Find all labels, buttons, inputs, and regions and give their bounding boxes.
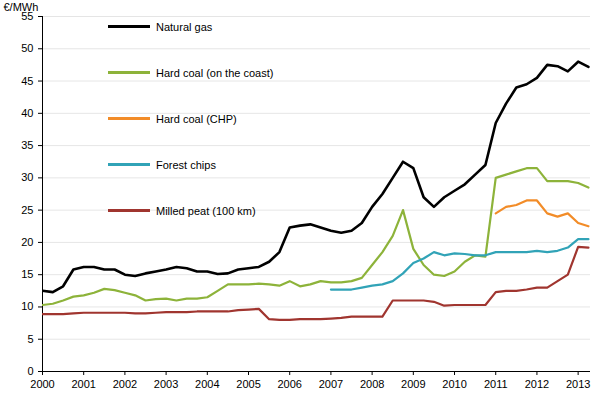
svg-text:55: 55 [21,10,34,22]
svg-text:2008: 2008 [360,378,384,390]
svg-text:2003: 2003 [154,378,178,390]
svg-text:2007: 2007 [319,378,343,390]
svg-text:20: 20 [21,236,33,248]
svg-text:10: 10 [21,300,33,312]
svg-text:5: 5 [27,333,33,345]
html-text:Milled peat (100 km): Milled peat (100 km) [156,204,256,217]
svg-text:2011: 2011 [484,378,508,390]
svg-text:2001: 2001 [71,378,95,390]
html-text:Hard coal (on the coast): Hard coal (on the coast) [156,66,274,79]
svg-text:2005: 2005 [236,378,260,390]
svg-text:45: 45 [21,75,33,87]
svg-text:2012: 2012 [525,378,549,390]
svg-text:30: 30 [21,171,33,183]
svg-text:35: 35 [21,139,33,151]
svg-text:15: 15 [21,268,33,280]
svg-text:2009: 2009 [401,378,425,390]
svg-text:2004: 2004 [195,378,219,390]
svg-text:50: 50 [21,42,33,54]
svg-text:€/MWh: €/MWh [4,1,39,13]
svg-text:2013: 2013 [566,378,590,390]
html-text:Hard coal (CHP): Hard coal (CHP) [156,112,237,125]
svg-text:0: 0 [27,365,33,377]
html-text:Forest chips: Forest chips [156,158,216,171]
svg-text:2010: 2010 [442,378,466,390]
svg-text:2006: 2006 [277,378,301,390]
html-text:Natural gas: Natural gas [156,20,213,33]
svg-text:25: 25 [21,204,33,216]
svg-text:40: 40 [21,107,33,119]
svg-text:2000: 2000 [30,378,54,390]
svg-text:2002: 2002 [113,378,137,390]
